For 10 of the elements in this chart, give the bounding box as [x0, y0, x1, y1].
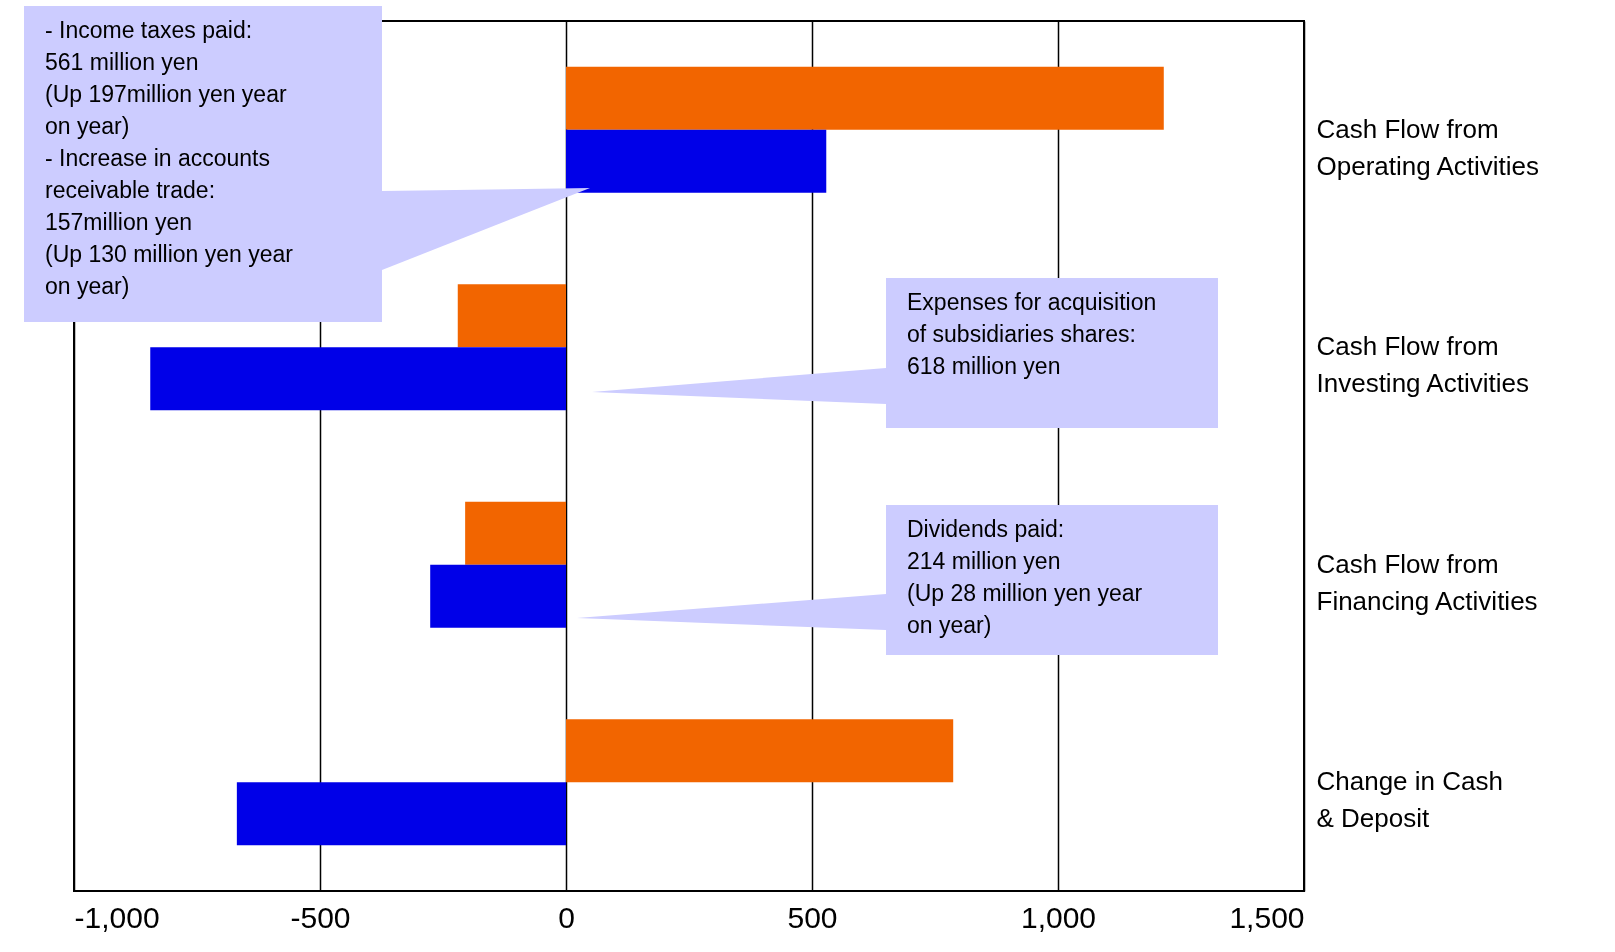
y-tick-label: Cash Flow from Operating Activities	[1316, 113, 1540, 181]
x-tick-label: 1,000	[1020, 900, 1097, 934]
x-tick-label: 1,500	[1229, 900, 1305, 934]
y-tick-label: Cash Flow from Investing Activities	[1316, 331, 1529, 399]
x-tick-label: 0	[558, 900, 575, 934]
x-tick-label: -1,000	[74, 900, 160, 934]
x-tick-label: 500	[787, 900, 838, 934]
y-tick-label: Cash Flow from Financing Activities	[1316, 548, 1538, 616]
x-tick-label: -500	[290, 900, 351, 934]
y-tick-label: Change in Cash & Deposit	[1316, 766, 1503, 834]
